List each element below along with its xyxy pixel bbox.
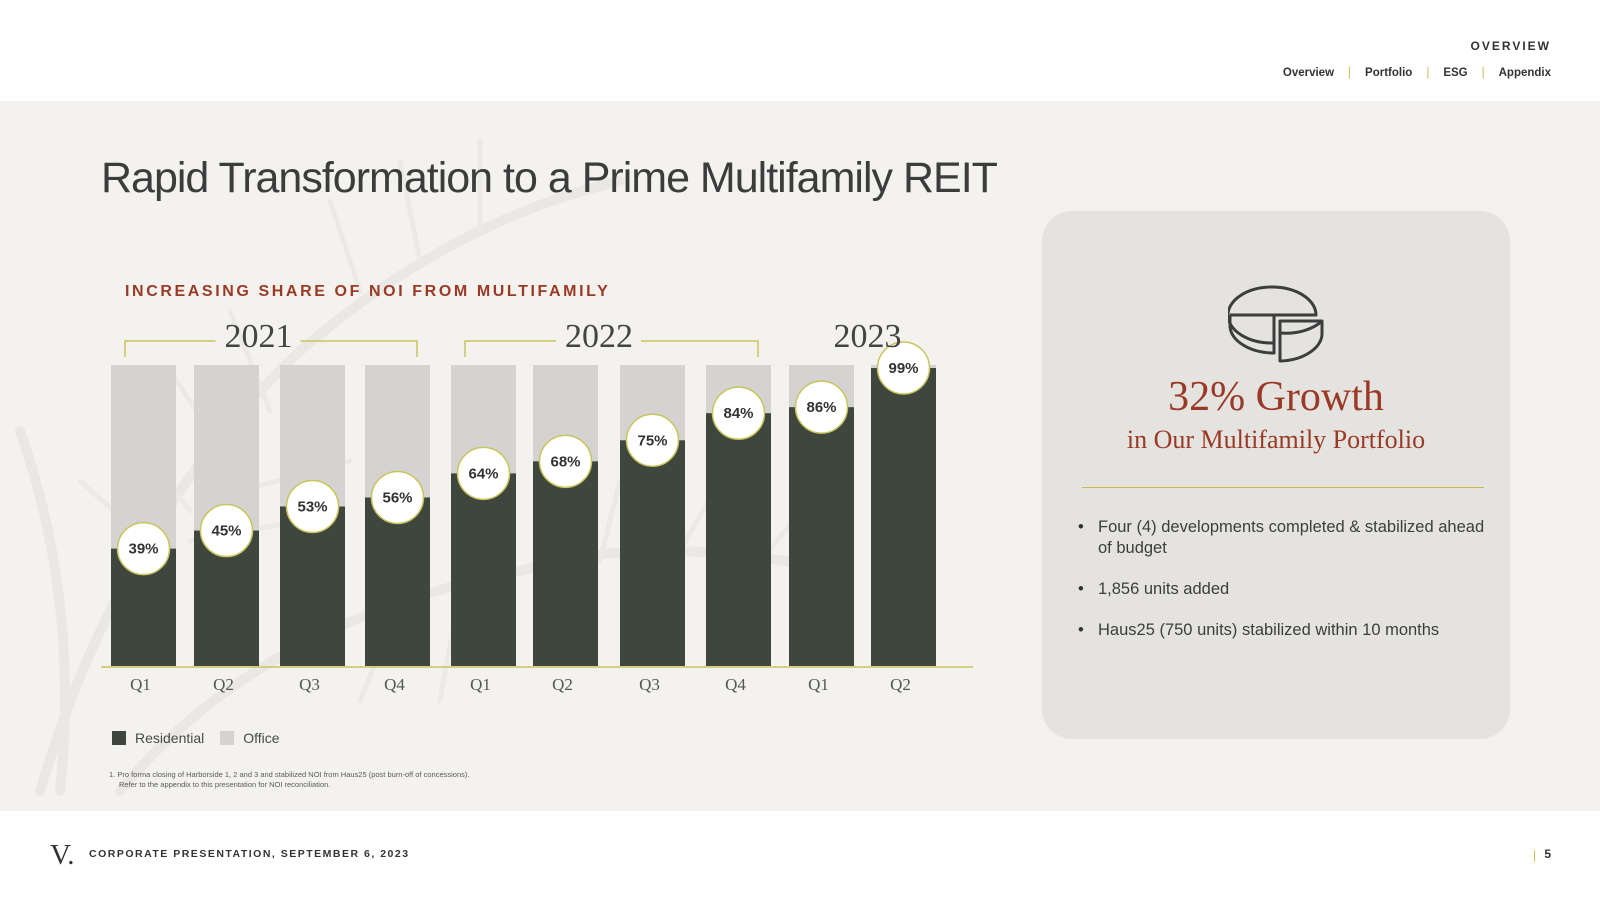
- bar-residential: [620, 440, 685, 666]
- x-tick-label: Q1: [470, 675, 491, 694]
- bar-residential: [871, 368, 936, 666]
- x-tick-label: Q2: [213, 675, 234, 694]
- x-tick-label: Q1: [808, 675, 829, 694]
- bar-residential: [365, 497, 430, 666]
- bar-residential: [533, 461, 598, 666]
- noi-share-chart: 39% Q1 45% Q2 53% Q3 56% Q4 64% Q1 68% Q2 75% Q3 84% Q4…: [101, 318, 973, 694]
- legend-label-residential: Residential: [135, 730, 205, 746]
- footer-text: CORPORATE PRESENTATION, SEPTEMBER 6, 202…: [89, 848, 410, 860]
- chart-legend: Residential Office: [112, 730, 296, 746]
- nav-separator: |: [1426, 67, 1430, 79]
- pie-chart-icon: [1228, 285, 1324, 363]
- footnote-line-1: 1. Pro forma closing of Harborside 1, 2 …: [109, 770, 470, 779]
- data-label: 68%: [550, 453, 580, 470]
- company-logo: V.: [50, 839, 75, 871]
- card-divider: [1082, 487, 1484, 488]
- data-label: 84%: [723, 405, 753, 422]
- x-tick-label: Q4: [725, 675, 746, 694]
- nav-appendix[interactable]: Appendix: [1498, 67, 1551, 79]
- highlight-item: Haus25 (750 units) stabilized within 10 …: [1078, 620, 1488, 641]
- bar-residential: [451, 473, 516, 666]
- growth-subheadline: in Our Multifamily Portfolio: [1126, 425, 1426, 454]
- data-label-bubble: [711, 386, 766, 440]
- page-number: 5: [1544, 847, 1551, 861]
- nav-separator: |: [1348, 67, 1352, 79]
- year-group-label: 2021: [225, 318, 293, 355]
- nav-portfolio[interactable]: Portfolio: [1365, 67, 1413, 79]
- data-label-bubble: [285, 479, 340, 534]
- footnote-line-2: Refer to the appendix to this presentati…: [119, 780, 331, 789]
- data-label-bubble: [370, 470, 425, 525]
- x-tick-label: Q2: [552, 675, 573, 694]
- data-label: 56%: [382, 489, 412, 506]
- nav-overview[interactable]: Overview: [1282, 67, 1335, 79]
- year-group-label: 2022: [565, 318, 633, 355]
- nav-esg[interactable]: ESG: [1443, 67, 1468, 79]
- year-bracket-right: [641, 340, 759, 357]
- data-label: 64%: [468, 465, 498, 482]
- bar-office: [111, 365, 176, 549]
- bar-residential: [706, 413, 771, 666]
- legend-item-office: Office: [220, 730, 280, 746]
- data-label: 45%: [211, 523, 241, 540]
- x-tick-label: Q2: [890, 675, 911, 694]
- highlight-item: 1,856 units added: [1078, 579, 1488, 600]
- page-number-separator: |: [1532, 848, 1536, 862]
- year-bracket-left: [464, 340, 556, 357]
- data-label-bubble: [538, 434, 593, 489]
- x-tick-label: Q3: [639, 675, 660, 694]
- legend-swatch-office: [220, 731, 235, 745]
- data-label-bubble: [625, 413, 680, 467]
- year-bracket-left: [124, 340, 216, 357]
- bar-residential: [789, 407, 854, 666]
- year-group-label: 2023: [834, 318, 902, 355]
- x-tick-label: Q4: [384, 675, 405, 694]
- data-label-bubble: [876, 341, 931, 395]
- section-label: OVERVIEW: [1470, 39, 1551, 53]
- footer: V. CORPORATE PRESENTATION, SEPTEMBER 6, …: [0, 811, 1600, 899]
- legend-item-residential: Residential: [112, 730, 204, 746]
- header: OVERVIEW Overview | Portfolio | ESG | Ap…: [0, 0, 1600, 101]
- data-label: 75%: [637, 432, 667, 449]
- data-label-bubble: [794, 380, 849, 434]
- nav-separator: |: [1481, 67, 1485, 79]
- growth-headline: 32% Growth: [1168, 374, 1384, 420]
- data-label: 53%: [297, 498, 327, 515]
- data-label-bubble: [116, 521, 171, 576]
- chart-title: INCREASING SHARE OF NOI FROM MULTIFAMILY: [125, 283, 611, 300]
- growth-card: 32% Growth in Our Multifamily Portfolio …: [1042, 211, 1510, 739]
- page-title: Rapid Transformation to a Prime Multifam…: [101, 154, 998, 202]
- x-tick-label: Q1: [130, 675, 151, 694]
- x-tick-label: Q3: [299, 675, 320, 694]
- data-label: 99%: [888, 360, 918, 377]
- year-bracket-right: [300, 340, 418, 357]
- highlights-list: Four (4) developments completed & stabil…: [1078, 517, 1488, 661]
- legend-label-office: Office: [243, 730, 280, 746]
- data-label: 39%: [128, 541, 158, 558]
- data-label-bubble: [199, 503, 254, 558]
- data-label: 86%: [806, 399, 836, 416]
- top-nav: Overview | Portfolio | ESG | Appendix: [1283, 67, 1551, 79]
- footnote: 1. Pro forma closing of Harborside 1, 2 …: [109, 770, 469, 790]
- bar-office: [194, 365, 259, 531]
- data-label-bubble: [456, 446, 511, 501]
- highlight-item: Four (4) developments completed & stabil…: [1078, 517, 1488, 559]
- legend-swatch-residential: [112, 731, 126, 745]
